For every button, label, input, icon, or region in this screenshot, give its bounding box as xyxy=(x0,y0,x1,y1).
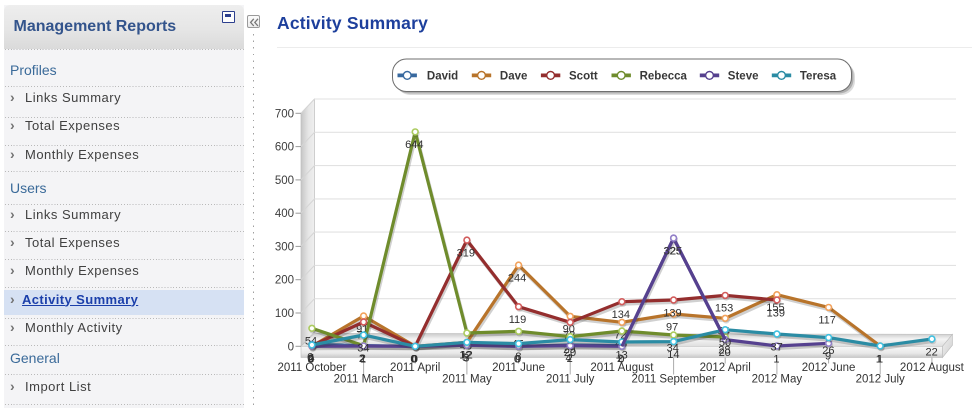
svg-text:5: 5 xyxy=(462,352,468,364)
svg-text:0: 0 xyxy=(288,341,294,353)
svg-text:26: 26 xyxy=(822,345,834,357)
svg-text:97: 97 xyxy=(666,321,678,333)
svg-text:13: 13 xyxy=(615,349,627,361)
svg-text:155: 155 xyxy=(766,302,784,314)
svg-text:400: 400 xyxy=(275,208,294,220)
svg-text:117: 117 xyxy=(818,315,836,327)
svg-text:2011 August: 2011 August xyxy=(590,362,654,374)
svg-text:4: 4 xyxy=(309,352,315,364)
svg-text:2012 April: 2012 April xyxy=(700,362,751,374)
svg-text:Dave: Dave xyxy=(500,71,528,83)
svg-text:34: 34 xyxy=(357,342,369,354)
svg-text:8: 8 xyxy=(515,351,521,363)
svg-text:2011 July: 2011 July xyxy=(546,373,595,385)
svg-text:300: 300 xyxy=(275,241,294,253)
svg-text:325: 325 xyxy=(663,245,681,257)
svg-text:319: 319 xyxy=(457,247,475,259)
svg-text:600: 600 xyxy=(275,142,294,154)
svg-text:12: 12 xyxy=(460,350,472,362)
svg-text:34: 34 xyxy=(667,342,679,354)
svg-text:2011 June: 2011 June xyxy=(492,362,545,374)
svg-text:0: 0 xyxy=(410,354,416,366)
svg-text:1: 1 xyxy=(773,353,779,365)
svg-text:2012 August: 2012 August xyxy=(900,362,965,374)
svg-text:134: 134 xyxy=(612,309,630,321)
svg-text:2011 April: 2011 April xyxy=(390,362,440,374)
svg-text:28: 28 xyxy=(718,344,730,356)
svg-text:David: David xyxy=(427,71,458,83)
svg-text:2: 2 xyxy=(360,353,366,365)
svg-text:2011 March: 2011 March xyxy=(334,373,394,385)
svg-text:500: 500 xyxy=(275,175,294,187)
svg-text:Rebecca: Rebecca xyxy=(640,71,688,83)
svg-text:37: 37 xyxy=(770,341,782,353)
svg-text:2: 2 xyxy=(359,353,365,365)
svg-text:0: 0 xyxy=(411,354,417,366)
svg-text:0: 0 xyxy=(412,354,418,366)
svg-text:3: 3 xyxy=(463,353,469,365)
svg-text:22: 22 xyxy=(925,346,937,358)
svg-text:2: 2 xyxy=(617,353,623,365)
svg-text:700: 700 xyxy=(275,108,294,120)
svg-text:2011 October: 2011 October xyxy=(277,362,346,374)
svg-text:14: 14 xyxy=(667,349,679,361)
svg-text:Scott: Scott xyxy=(569,71,598,83)
svg-text:2012 May: 2012 May xyxy=(752,373,803,385)
svg-text:4: 4 xyxy=(565,352,571,364)
svg-text:Steve: Steve xyxy=(728,71,759,83)
svg-text:139: 139 xyxy=(767,307,785,319)
svg-text:12: 12 xyxy=(459,350,471,362)
svg-text:20: 20 xyxy=(719,347,731,359)
svg-text:200: 200 xyxy=(275,275,294,287)
svg-text:90: 90 xyxy=(563,324,575,336)
svg-text:0: 0 xyxy=(515,354,521,366)
svg-text:1: 1 xyxy=(877,353,883,365)
svg-text:153: 153 xyxy=(715,303,733,315)
svg-text:2012 June: 2012 June xyxy=(802,362,856,374)
svg-text:100: 100 xyxy=(275,308,294,320)
svg-text:2: 2 xyxy=(308,353,314,365)
svg-text:2011 September: 2011 September xyxy=(632,373,716,385)
svg-text:0: 0 xyxy=(308,354,314,366)
svg-text:644: 644 xyxy=(405,139,423,151)
svg-text:139: 139 xyxy=(663,307,681,319)
svg-text:0: 0 xyxy=(307,354,313,366)
svg-text:20: 20 xyxy=(564,347,576,359)
svg-text:1: 1 xyxy=(360,353,366,365)
svg-text:0: 0 xyxy=(412,354,418,366)
svg-text:Teresa: Teresa xyxy=(800,71,837,83)
svg-text:119: 119 xyxy=(509,314,527,326)
svg-text:244: 244 xyxy=(508,272,526,284)
svg-text:2012 July: 2012 July xyxy=(856,373,905,385)
svg-text:50: 50 xyxy=(719,337,731,349)
svg-text:0: 0 xyxy=(514,354,520,366)
svg-text:9: 9 xyxy=(825,351,831,363)
svg-text:2011 May: 2011 May xyxy=(442,373,492,385)
svg-text:0: 0 xyxy=(411,354,417,366)
svg-text:0: 0 xyxy=(618,354,624,366)
svg-text:2: 2 xyxy=(567,353,573,365)
svg-text:6: 6 xyxy=(307,352,313,364)
svg-text:1: 1 xyxy=(876,353,882,365)
